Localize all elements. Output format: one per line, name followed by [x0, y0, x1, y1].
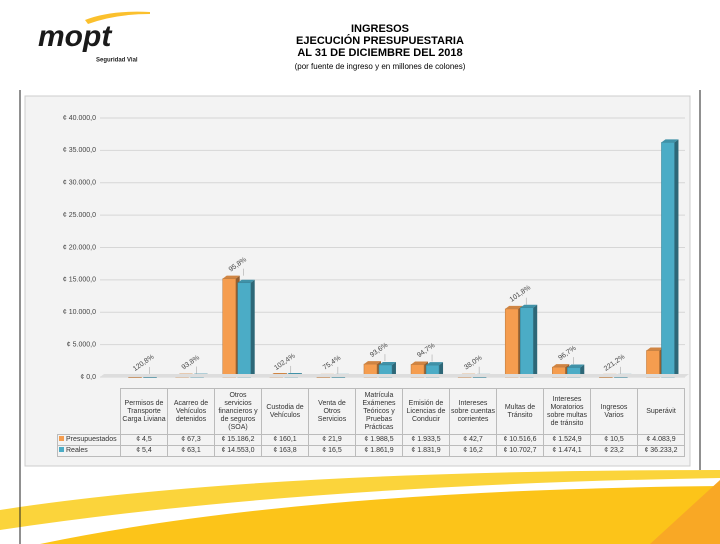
table-corner — [58, 389, 121, 435]
bar-top — [661, 139, 679, 143]
subtitle: AL 31 DE DICIEMBRE DEL 2018 — [297, 47, 463, 59]
bar-side — [580, 364, 585, 377]
y-tick-label: ¢ 20.000,0 — [63, 244, 96, 251]
decor-swoosh — [650, 480, 720, 544]
legend-cell: Reales — [57, 445, 121, 457]
y-tick-label: ¢ 5.000,0 — [67, 341, 96, 348]
chart-title: INGRESOS — [350, 23, 410, 35]
subtitle: EJECUCIÓN PRESUPUESTARIA — [296, 35, 464, 47]
decor-swoosh — [0, 470, 720, 530]
bar-top — [237, 279, 255, 283]
bar-top — [426, 362, 444, 366]
value-label: ¢ 42,7 — [449, 434, 497, 446]
category-label: Superávit — [637, 388, 685, 435]
legend-label: Reales — [66, 447, 88, 454]
bar — [661, 142, 675, 378]
value-label: ¢ 10,5 — [590, 434, 638, 446]
value-label: ¢ 1.524,9 — [543, 434, 591, 446]
y-tick-label: ¢ 25.000,0 — [63, 212, 96, 219]
table-row: Reales ¢ 5,4 ¢ 63,1 ¢ 14.553,0 ¢ 163,8 ¢ 16,5… — [57, 445, 685, 457]
y-tick-label: ¢ 30.000,0 — [63, 180, 96, 187]
y-tick-label: ¢ 35.000,0 — [63, 147, 96, 154]
value-label: ¢ 1.831,9 — [402, 445, 450, 457]
value-label: ¢ 1.861,9 — [355, 445, 403, 457]
legend-cell: Presupuestados — [57, 434, 121, 446]
value-label: ¢ 16,2 — [449, 445, 497, 457]
logo-subtitle: Seguridad Vial — [96, 58, 138, 64]
category-label: Intereses sobre cuentas corrientes — [449, 388, 497, 435]
value-label: ¢ 10.516,6 — [496, 434, 544, 446]
value-label: ¢ 5,4 — [120, 445, 168, 457]
bar — [143, 376, 157, 378]
category-label: Otros servicios financieros y de seguros… — [214, 388, 262, 435]
value-label: ¢ 4.083,9 — [637, 434, 685, 446]
bar — [128, 376, 142, 378]
value-label: ¢ 160,1 — [261, 434, 309, 446]
value-label: ¢ 63,1 — [167, 445, 215, 457]
bar-top — [520, 304, 538, 308]
category-label: Intereses Moratorios sobre multas de trá… — [543, 388, 591, 435]
legend-swatch — [59, 436, 64, 441]
value-label: ¢ 14.553,0 — [214, 445, 262, 457]
value-label: ¢ 21,9 — [308, 434, 356, 446]
value-label: ¢ 1.988,5 — [355, 434, 403, 446]
bar-top — [411, 361, 429, 365]
bar-top — [363, 361, 381, 365]
legend-label: Presupuestados — [66, 436, 117, 443]
bar — [504, 308, 519, 378]
bar-top — [222, 275, 240, 279]
logo: mopt — [38, 20, 113, 53]
category-label: Custodia de Vehículos — [261, 388, 309, 435]
legend-swatch — [59, 447, 64, 452]
table-row: Presupuestados ¢ 4,5 ¢ 67,3 ¢ 15.186,2 ¢ 160… — [57, 434, 685, 446]
data-table: Permisos de Transporte Carga Liviana Acar… — [57, 388, 685, 457]
value-label: ¢ 15.186,2 — [214, 434, 262, 446]
bar — [237, 282, 251, 378]
bar-side — [391, 361, 396, 377]
bar — [519, 307, 534, 378]
value-label: ¢ 36.233,2 — [637, 445, 685, 457]
bar-top — [378, 361, 396, 365]
value-label: ¢ 4,5 — [120, 434, 168, 446]
bar-top — [552, 364, 570, 368]
category-label: Matrícula Exámenes Teóricos y Pruebas Pr… — [355, 388, 403, 435]
bar — [222, 278, 236, 378]
y-tick-label: ¢ 15.000,0 — [63, 277, 96, 284]
bar-side — [439, 362, 444, 377]
y-tick-label: ¢ 40.000,0 — [63, 115, 96, 122]
bar-top — [646, 347, 664, 351]
bar — [599, 376, 613, 378]
table-row: Permisos de Transporte Carga Liviana Acar… — [58, 388, 685, 435]
bar-top — [567, 364, 585, 368]
floor — [100, 374, 689, 377]
bar-side — [533, 304, 538, 377]
value-label: ¢ 10.702,7 — [496, 445, 544, 457]
decor-swoosh — [40, 486, 720, 544]
category-label: Multas de Tránsito — [496, 388, 544, 435]
value-label: ¢ 1.933,5 — [402, 434, 450, 446]
logo-arc — [85, 11, 150, 24]
category-label: Venta de Otros Servicios — [308, 388, 356, 435]
category-label: Emisión de Licencias de Conducir — [402, 388, 450, 435]
bar-top — [505, 305, 523, 309]
value-label: ¢ 16,5 — [308, 445, 356, 457]
subtitle: (por fuente de ingreso y en millones de … — [294, 62, 466, 71]
bar — [646, 350, 660, 378]
category-label: Acarreo de Vehículos detenidos — [167, 388, 215, 435]
y-tick-label: ¢ 0,0 — [80, 374, 96, 381]
bar-side — [674, 139, 679, 377]
category-label: Ingresos Varios — [590, 388, 638, 435]
value-label: ¢ 23,2 — [590, 445, 638, 457]
y-tick-label: ¢ 10.000,0 — [63, 309, 96, 316]
value-label: ¢ 1.474,1 — [543, 445, 591, 457]
value-label: ¢ 163,8 — [261, 445, 309, 457]
category-label: Permisos de Transporte Carga Liviana — [120, 388, 168, 435]
bar-side — [250, 279, 255, 377]
value-label: ¢ 67,3 — [167, 434, 215, 446]
